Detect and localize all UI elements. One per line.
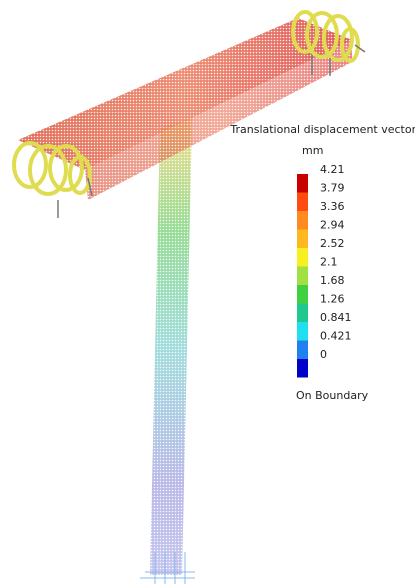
legend-footer: On Boundary (296, 389, 369, 402)
legend-value: 0.841 (320, 311, 352, 324)
legend-value: 2.1 (320, 256, 338, 269)
legend-value: 3.79 (320, 182, 345, 195)
legend-swatch (297, 248, 308, 267)
legend-swatch (297, 229, 308, 248)
load-arrows (57, 44, 366, 218)
load-coils (12, 10, 360, 196)
legend-value: 4.21 (320, 163, 345, 176)
legend-swatch (297, 322, 308, 341)
clamp (140, 552, 195, 584)
legend-swatch (297, 303, 308, 322)
legend-value: 0.421 (320, 330, 352, 343)
legend-value: 2.94 (320, 219, 345, 232)
legend-unit: mm (302, 144, 323, 157)
legend-swatch (297, 285, 308, 304)
legend-value: 1.26 (320, 293, 345, 306)
legend-swatch (297, 266, 308, 285)
legend-swatch (297, 192, 308, 211)
legend-title: Translational displacement vector.1 (229, 123, 415, 136)
legend-value: 3.36 (320, 200, 345, 213)
legend-swatch (297, 211, 308, 230)
mesh (18, 18, 352, 575)
legend-value: 0 (320, 348, 327, 361)
legend-value: 2.52 (320, 237, 345, 250)
legend-swatch (297, 174, 308, 193)
legend-swatch (297, 340, 308, 359)
legend-swatch (297, 359, 308, 378)
legend-value: 1.68 (320, 274, 345, 287)
